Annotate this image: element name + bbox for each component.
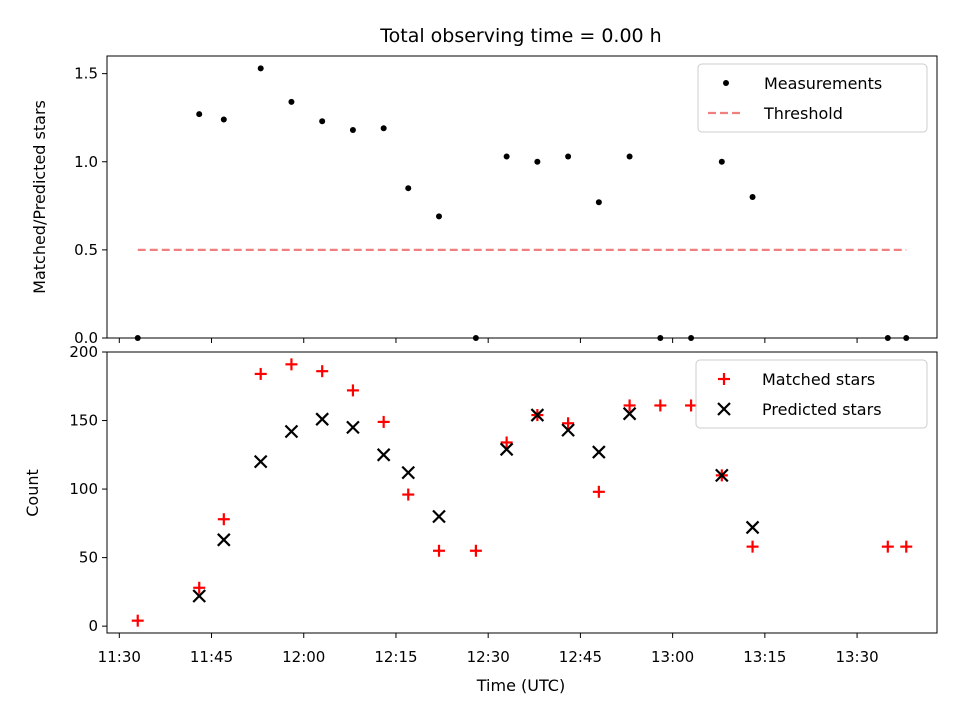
matched-stars-point-21 (900, 540, 913, 553)
matched-stars-point-1 (193, 581, 206, 594)
x-tick-label: 11:45 (190, 648, 233, 666)
top-plot-area (134, 65, 910, 341)
bottom-plot-area (131, 358, 913, 627)
x-tick-label: 11:30 (98, 648, 141, 666)
legend-matched-stars-swatch (718, 373, 730, 385)
bottom-y-tick-label: 100 (69, 480, 98, 498)
predicted-stars-point-0 (192, 589, 207, 603)
x-tick-label: 12:15 (374, 648, 417, 666)
matched-stars-point-3 (254, 367, 267, 380)
predicted-stars-point-3 (284, 424, 299, 439)
predicted-stars-point-13 (622, 406, 637, 421)
matched-stars-point-15 (623, 399, 636, 412)
legend-frame (697, 63, 928, 133)
predicted-stars-point-2 (253, 454, 268, 469)
top-legend: Measurements Threshold (697, 63, 928, 133)
matched-stars-point-14 (592, 485, 605, 498)
x-tick-label: 12:45 (559, 648, 602, 666)
measurements-point-5 (319, 118, 326, 125)
top-y-axis: 0.0 0.5 1.0 1.5 (74, 65, 107, 347)
measurements-point-13 (565, 153, 572, 160)
matched-stars-point-19 (746, 540, 759, 553)
top-x-ticks (118, 338, 858, 343)
measurements-point-8 (405, 185, 412, 192)
matched-stars-point-16 (654, 399, 667, 412)
x-tick-label: 13:15 (743, 648, 786, 666)
bottom-y-tick-label: 150 (69, 412, 98, 430)
matched-stars-point-7 (377, 415, 390, 428)
top-y-tick-label: 1.0 (74, 153, 98, 171)
bottom-x-axis: 11:30 11:45 12:00 12:15 12:30 12:45 13:00 13:15… (98, 633, 879, 666)
matched-stars-point-13 (562, 417, 575, 430)
measurements-point-14 (595, 199, 602, 206)
legend-matched-stars-label: Matched stars (762, 370, 875, 389)
measurements-point-9 (436, 213, 442, 220)
matched-stars-point-20 (881, 540, 894, 553)
bottom-y-tick-label: 200 (69, 343, 98, 361)
predicted-stars-point-12 (592, 445, 606, 459)
bottom-y-axis: 0 50 100 150 200 (69, 343, 107, 635)
top-y-tick-label: 1.5 (74, 65, 98, 83)
x-axis-label: Time (UTC) (476, 676, 565, 695)
top-y-tick-label: 0.0 (74, 329, 98, 347)
measurements-point-2 (220, 116, 227, 123)
predicted-stars-point-8 (432, 509, 446, 524)
legend-predicted-stars-swatch (717, 402, 731, 416)
matched-stars-point-9 (433, 544, 445, 557)
legend-threshold-label: Threshold (763, 104, 843, 123)
measurements-point-15 (626, 153, 633, 160)
x-tick-label: 13:00 (651, 648, 694, 666)
x-tick-label: 12:30 (467, 648, 510, 666)
bottom-panel: 0 50 100 150 200 11:30 11:45 12:00 12:15 12:30 12… (23, 343, 938, 666)
predicted-stars-point-7 (401, 465, 416, 480)
matched-stars-point-2 (217, 513, 230, 526)
top-panel: 0.0 0.5 1.0 1.5 Matched/Predicted stars Mea… (30, 55, 938, 347)
measurements-point-4 (288, 98, 295, 105)
bottom-legend: Matched stars Predicted stars (695, 359, 928, 429)
bottom-axes-frame (106, 351, 938, 634)
measurements-point-19 (749, 194, 756, 200)
x-tick-label: 13:30 (835, 648, 878, 666)
bottom-y-tick-label: 0 (88, 617, 98, 635)
measurements-point-1 (196, 111, 203, 118)
measurements-point-18 (718, 158, 725, 165)
predicted-stars-point-9 (499, 442, 514, 457)
legend-frame (695, 359, 928, 429)
predicted-stars-point-14 (715, 468, 729, 483)
measurements-point-6 (349, 127, 356, 134)
measurements-point-7 (380, 125, 387, 132)
legend-measurements-swatch (723, 80, 729, 86)
matched-stars-point-10 (469, 544, 482, 557)
measurements-point-3 (257, 65, 264, 72)
measurements-point-12 (534, 158, 541, 165)
matched-stars-point-4 (285, 358, 298, 371)
top-axes-frame (106, 55, 938, 339)
predicted-stars-point-6 (376, 448, 391, 462)
matched-stars-point-5 (316, 365, 329, 378)
matched-stars-point-11 (500, 436, 513, 449)
top-y-tick-label: 0.5 (74, 241, 98, 259)
predicted-stars-point-1 (217, 533, 231, 547)
matched-stars-point-6 (346, 384, 359, 397)
predicted-stars-point-4 (315, 412, 329, 426)
predicted-stars-point-11 (561, 423, 575, 437)
bottom-y-tick-label: 50 (79, 549, 98, 567)
predicted-stars-point-15 (745, 520, 760, 535)
top-y-axis-label: Matched/Predicted stars (30, 100, 49, 294)
bottom-y-axis-label: Count (23, 469, 42, 517)
chart-title: Total observing time = 0.00 h (379, 25, 661, 47)
legend-measurements-label: Measurements (764, 74, 882, 93)
measurements-point-11 (503, 153, 510, 160)
predicted-stars-point-10 (530, 408, 545, 422)
x-tick-label: 12:00 (282, 648, 325, 666)
legend-predicted-stars-label: Predicted stars (762, 400, 882, 419)
matched-stars-point-8 (402, 488, 415, 501)
matched-stars-point-0 (131, 614, 144, 627)
matched-stars-point-17 (685, 399, 698, 412)
predicted-stars-point-5 (346, 420, 360, 435)
